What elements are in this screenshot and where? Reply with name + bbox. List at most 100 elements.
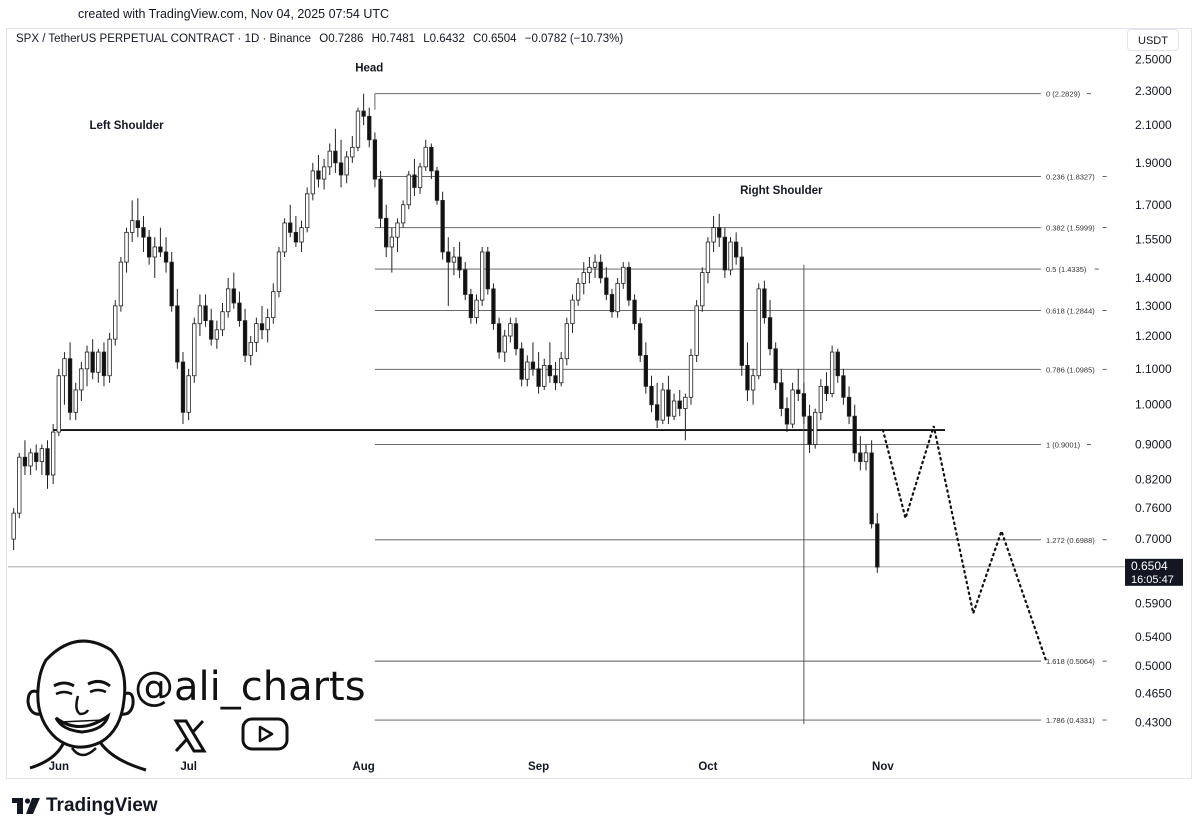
candle-down xyxy=(779,382,784,409)
author-handle[interactable]: @ali_charts xyxy=(134,664,366,710)
candle-down xyxy=(846,396,852,417)
candle-up xyxy=(694,305,699,356)
candle-down xyxy=(434,170,440,201)
candle-up xyxy=(400,204,406,224)
candle-down xyxy=(203,305,208,322)
fib-level-label: 0.382 (1.5999) xyxy=(1046,224,1095,233)
price-tick-label: 2.1000 xyxy=(1135,118,1172,132)
candle-down xyxy=(835,351,840,377)
candle-down xyxy=(367,115,372,141)
candle-up xyxy=(671,400,677,417)
candle-up xyxy=(818,385,823,413)
candle-down xyxy=(242,320,248,356)
candle-up xyxy=(615,282,620,313)
tradingview-logo-text: TradingView xyxy=(46,795,158,816)
candle-up xyxy=(186,375,191,413)
candle-up xyxy=(542,365,547,387)
candle-down xyxy=(858,452,863,462)
symbol-legend: SPX / TetherUS PERPETUAL CONTRACT · 1D ·… xyxy=(16,33,628,45)
fibonacci-levels: 0 (2.2829) 0.236 (1.8327) 0.382 (1.5999) 0.… xyxy=(374,90,1107,725)
candle-down xyxy=(146,236,152,258)
fib-level-label: 0.786 (1.0985) xyxy=(1046,365,1095,374)
youtube-icon[interactable] xyxy=(240,716,290,752)
candle-up xyxy=(564,323,569,360)
price-tick-label: 0.4650 xyxy=(1135,686,1172,700)
candle-down xyxy=(135,220,140,229)
candle-up xyxy=(107,338,112,377)
candle-down xyxy=(722,236,728,271)
ohlc-change: −0.0782 (−10.73%) xyxy=(524,33,624,45)
candle-up xyxy=(321,166,327,180)
symbol-title[interactable]: SPX / TetherUS PERPETUAL CONTRACT · 1D ·… xyxy=(16,33,312,45)
candle-down xyxy=(604,277,609,295)
time-axis: Jun Jul Aug Sep Oct Nov xyxy=(49,761,895,773)
fib-level-label: 0.5 (1.4335) xyxy=(1046,265,1087,274)
last-price-countdown: 16:05:47 xyxy=(1131,574,1174,586)
candle-down xyxy=(485,251,490,290)
ohlc-close: C0.6504 xyxy=(473,33,517,45)
fib-level-label: 0 (2.2829) xyxy=(1046,90,1081,99)
candle-up xyxy=(423,146,428,168)
price-tick-label: 1.2000 xyxy=(1135,329,1172,343)
candle-up xyxy=(711,227,716,243)
candle-down xyxy=(440,199,445,253)
projection xyxy=(881,425,1048,664)
candle-up xyxy=(192,323,197,377)
candle-down xyxy=(513,323,519,350)
candle-down xyxy=(169,261,174,307)
price-tick-label: 2.3000 xyxy=(1135,84,1172,98)
candle-down xyxy=(463,269,468,295)
candle-down xyxy=(237,302,242,322)
candle-down xyxy=(101,351,107,377)
candle-up xyxy=(750,375,756,391)
candle-down xyxy=(259,323,265,331)
candle-down xyxy=(90,351,95,373)
neckline xyxy=(8,264,1125,724)
candle-up xyxy=(305,193,310,229)
candle-up xyxy=(84,351,90,370)
candle-down xyxy=(773,348,778,384)
fib-level-label: 1.272 (0.6988) xyxy=(1046,536,1095,545)
candle-down xyxy=(632,299,637,325)
candle-down xyxy=(824,385,829,394)
pattern-annotation: Left Shoulder xyxy=(89,120,164,132)
candle-up xyxy=(559,358,564,384)
candle-up xyxy=(310,170,315,195)
candle-down xyxy=(333,150,338,164)
candle-up xyxy=(56,375,61,433)
candle-up xyxy=(282,222,287,253)
candle-down xyxy=(547,365,553,377)
chart-frame xyxy=(6,28,1192,779)
candle-down xyxy=(717,227,722,238)
candle-down xyxy=(163,251,169,263)
candle-up xyxy=(502,335,507,353)
candle-up xyxy=(118,261,124,307)
candle-up xyxy=(130,220,135,233)
pattern-annotation: Head xyxy=(355,63,383,75)
candle-down xyxy=(626,266,632,301)
candle-down xyxy=(34,452,39,462)
candle-up xyxy=(350,146,355,158)
candle-down xyxy=(643,354,648,387)
candle-up xyxy=(587,266,592,273)
candle-up xyxy=(299,227,304,243)
fib-level-label: 1.786 (0.4331) xyxy=(1046,716,1095,725)
price-tick-label: 1.7000 xyxy=(1135,198,1172,212)
candle-up xyxy=(508,323,513,337)
price-tick-label: 1.0000 xyxy=(1135,398,1172,412)
candle-up xyxy=(344,156,349,176)
candle-down xyxy=(468,294,474,319)
currency-button[interactable]: USDT xyxy=(1127,29,1179,51)
candle-down xyxy=(209,320,214,340)
x-logo-icon[interactable] xyxy=(170,716,210,756)
projection-path xyxy=(881,425,1048,664)
candle-up xyxy=(62,358,67,377)
candle-down xyxy=(875,523,880,568)
candle-down xyxy=(666,389,671,417)
candle-down xyxy=(45,448,50,476)
tradingview-logo[interactable]: TradingView xyxy=(12,795,158,817)
candle-down xyxy=(796,389,801,394)
price-tick-label: 0.5000 xyxy=(1135,659,1172,673)
candle-up xyxy=(276,251,282,293)
